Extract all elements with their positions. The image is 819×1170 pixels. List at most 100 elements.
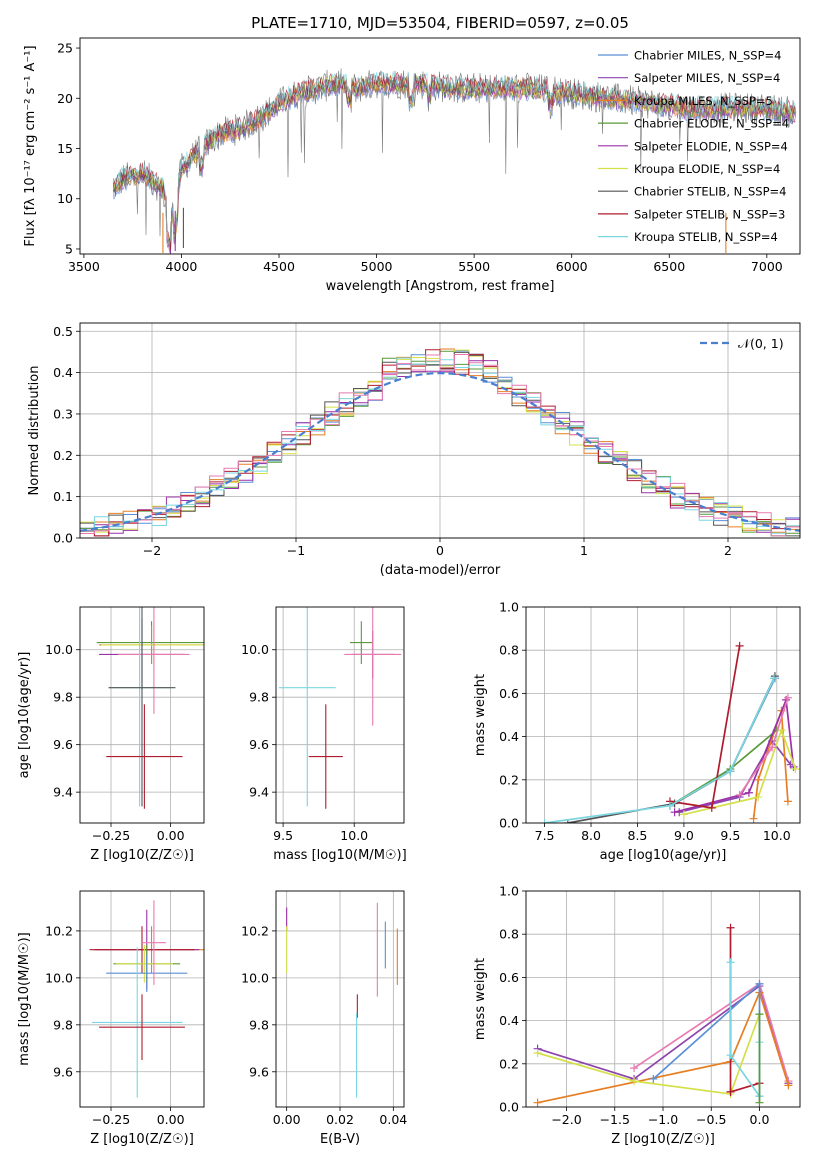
ebv_mass-xtick-label: 0.04 [379,1112,407,1127]
z_weight-point-marker [726,1087,735,1096]
mass_age-ytick-label: 9.4 [249,785,269,800]
spectrum-legend-label: Kroupa ELODIE, N_SSP=4 [634,162,780,176]
residuals-ytick-label: 0.2 [53,448,73,463]
z_mass-ytick-label: 10.0 [45,970,73,985]
age_weight-point-marker [770,672,779,681]
z_weight-xtick-label: −1.5 [600,1112,630,1127]
residuals-ytick-label: 0.4 [53,365,73,380]
age_weight-point-marker [783,797,792,806]
z_weight-series-line [729,962,761,1099]
z_weight-series-line [537,1013,761,1095]
spectrum-xtick-label: 4000 [166,259,198,274]
age_weight-ytick-label: 0.2 [499,772,519,787]
spectrum-legend-label: Salpeter STELIB, N_SSP=3 [634,207,785,221]
residual-legend-label: 𝒩(0, 1) [738,336,784,351]
z_age-ylabel: age [log10(age/yr)] [17,652,32,779]
z_weight-point-marker [630,1064,639,1073]
spectrum-ytick-label: 5 [65,241,73,256]
mass_age-ytick-label: 9.6 [249,737,269,752]
age_weight-point-marker [783,693,792,702]
residuals-xtick-label: 1 [580,543,588,558]
z_weight-point-marker [755,1098,764,1107]
z_mass-panel: −0.25 0.00 9.6 9.8 10.0 10.2 Z [log10(Z/Z☉)] ma… [17,890,205,1147]
z_age-panel: −0.25 0.00 9.4 9.6 9.8 10.0 Z [log10(Z/Z☉)] age… [17,606,205,863]
residuals-ytick-label: 0.1 [53,489,73,504]
spectrum-ytick-label: 20 [57,91,73,106]
age_weight-xtick-label: 8.5 [628,828,648,843]
ebv_mass-ytick-label: 9.6 [249,1064,269,1079]
spectrum-legend-label: Kroupa MILES, N_SSP=5 [634,94,773,108]
mass_age-plot-area [278,607,402,809]
age_weight-series-line [683,727,797,816]
z_weight-xtick-label: −2.0 [551,1112,581,1127]
z_mass-xlabel: Z [log10(Z/Z☉)] [90,1132,194,1147]
spectrum-legend-label: Kroupa STELIB, N_SSP=4 [634,230,778,244]
age_weight-xtick-label: 8.0 [581,828,601,843]
spectrum-model-line [112,78,796,247]
mass_age-ytick-label: 10.0 [241,642,269,657]
z_mass-frame [79,890,205,1108]
z_weight-ytick-label: 0.6 [499,970,519,985]
z_weight-series-line [729,927,760,1094]
z_weight-point-marker [533,1049,542,1057]
spectrum-ylabel: Flux [fλ 10⁻¹⁷ erg cm⁻² s⁻¹ A⁻¹] [23,45,38,246]
residuals-ylabel: Normed distribution [27,366,42,496]
age_weight-point-marker [749,814,758,823]
age_weight-series-line [674,699,795,814]
age_weight-point-marker [777,726,786,735]
age_weight-grid [526,606,800,824]
age_weight-point-marker [768,743,777,752]
age_weight-series-line [752,710,789,819]
residuals-xtick-label: 2 [724,543,732,558]
figure-title: PLATE=1710, MJD=53504, FIBERID=0597, z=0… [251,14,629,32]
z_weight-point-marker [726,958,735,967]
spectrum-xtick-label: 3500 [68,259,100,274]
z_weight-series-line [652,981,761,1097]
age_weight-panel: 7.5 8.0 8.5 9.0 9.5 10.0 0.0 0.2 0.4 0.6 0.8 1.0 age… [473,600,801,863]
age_weight-point-marker [679,810,688,819]
spectrum-xtick-label: 7000 [751,259,783,274]
ebv_mass-xtick-label: 0.02 [326,1112,354,1127]
z_mass-ytick-label: 10.2 [45,923,73,938]
spectrum-xtick-label: 4500 [263,259,295,274]
age_weight-point-marker [735,790,744,799]
ebv_mass-ytick-label: 9.8 [249,1017,269,1032]
residuals-ytick-label: 0.5 [53,324,73,339]
spectrum-legend-label: Chabrier MILES, N_SSP=4 [634,49,781,63]
residuals-frame [79,322,801,539]
spectrum-model-line [112,71,797,251]
ebv_mass-plot-area [286,902,398,1098]
ebv_mass-xtick-label: 0.00 [273,1112,301,1127]
residuals-xtick-label: 0 [436,543,444,558]
residuals-xlabel: (data-model)/error [380,563,501,578]
age_weight-frame [525,606,801,824]
ebv_mass-ytick-label: 10.0 [241,970,269,985]
z_mass-ytick-label: 9.6 [53,1064,73,1079]
age_weight-series-line [679,739,792,814]
z_weight-point-marker [726,923,735,932]
ebv_mass-panel: 0.00 0.02 0.04 9.6 9.8 10.0 10.2 E(B-V) [241,890,407,1147]
age_weight-point-marker [726,767,735,776]
residuals-ytick-label: 0.3 [53,406,73,421]
z_weight-point-marker [649,1074,658,1083]
residuals-plot-area [80,348,800,537]
mass_age-panel: 9.5 10.0 9.4 9.6 9.8 10.0 mass [log10(M/M☉)] [241,606,407,863]
age_weight-point-marker [670,808,679,817]
z_age-ytick-label: 9.6 [53,737,73,752]
spectrum-frame [79,37,801,255]
ebv_mass-frame [275,890,405,1108]
z_weight-panel: −2.0 −1.5 −1.0 −0.5 0.0 0.0 0.2 0.4 0.6 0.8 1.0 Z [… [473,884,801,1147]
age_weight-ylabel: mass weight [473,674,488,756]
mass_age-grid [276,607,404,823]
mass_age-xtick-label: 10.0 [340,828,368,843]
spectrum-legend-label: Chabrier ELODIE, N_SSP=4 [634,117,789,131]
age_weight-point-marker [754,775,763,784]
z_weight-point-marker [755,1010,764,1019]
z_mass-plot-area [89,900,204,1098]
mass_age-frame [275,606,405,824]
z_weight-point-marker [630,1077,639,1086]
residual-histogram-line [80,360,800,534]
spectrum-ytick-label: 10 [57,191,73,206]
age_weight-point-marker [769,674,778,683]
